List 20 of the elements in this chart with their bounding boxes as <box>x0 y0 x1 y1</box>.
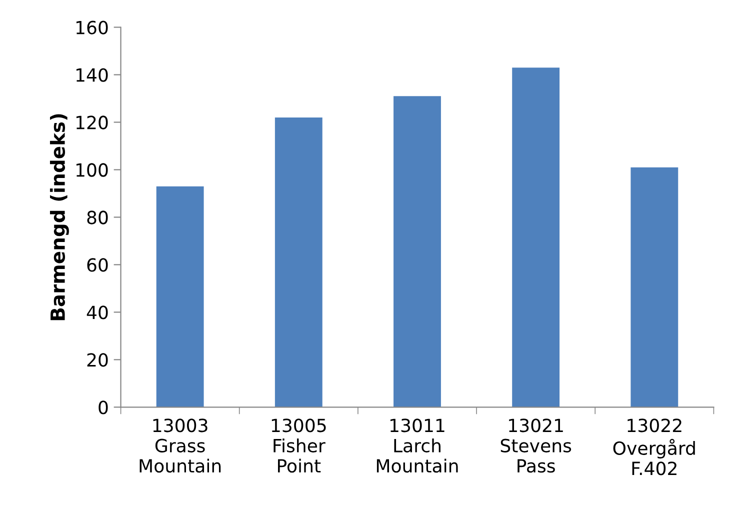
y-tick-label: 40 <box>86 306 108 320</box>
x-tick-label: 13003 Grass Mountain <box>140 418 221 473</box>
bar <box>394 96 441 408</box>
y-tick-label: 60 <box>87 258 108 272</box>
bar <box>156 186 204 408</box>
y-tick-label: 160 <box>76 20 108 34</box>
y-tick-label: 140 <box>76 68 108 82</box>
x-tick-label: 13005 Fisher Point <box>272 418 326 473</box>
bar <box>630 167 678 408</box>
bar <box>512 68 560 408</box>
y-tick-label: 20 <box>87 353 108 367</box>
y-tick-label: 100 <box>76 163 108 177</box>
y-tick-label: 120 <box>76 116 108 130</box>
x-tick-label: 13022 Overgård F.402 <box>613 418 695 476</box>
y-axis-title: Barmengd (indeks) <box>50 114 69 320</box>
y-tick-label: 0 <box>98 400 108 414</box>
y-tick-label: 80 <box>87 210 108 224</box>
x-tick-label: 13011 Larch Mountain <box>376 418 458 473</box>
bar <box>274 117 322 408</box>
x-tick-label: 13021 Stevens Pass <box>500 418 572 473</box>
